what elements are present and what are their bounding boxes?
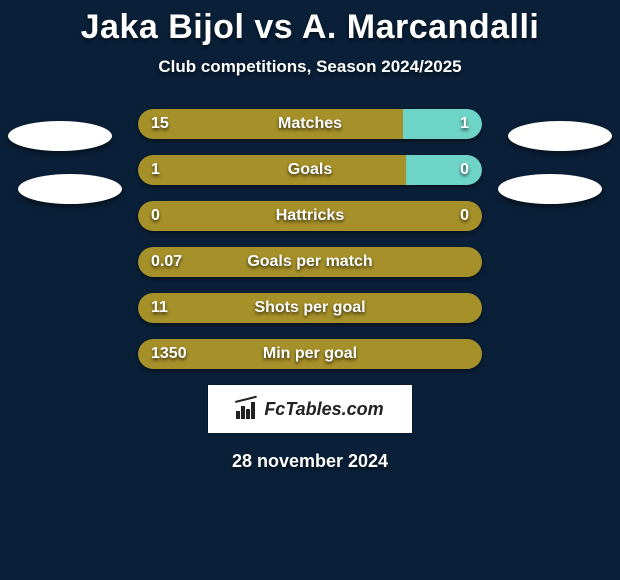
stat-row: 15Matches1 bbox=[138, 109, 482, 139]
page-date: 28 november 2024 bbox=[0, 451, 620, 472]
brand-badge: FcTables.com bbox=[208, 385, 412, 433]
avatar-placeholder bbox=[498, 174, 602, 204]
avatar-placeholder bbox=[18, 174, 122, 204]
stat-label: Goals per match bbox=[138, 247, 482, 277]
stat-row: 0.07Goals per match bbox=[138, 247, 482, 277]
avatar-placeholder bbox=[8, 121, 112, 151]
page-title: Jaka Bijol vs A. Marcandalli bbox=[0, 0, 620, 47]
stat-value-right: 1 bbox=[460, 109, 469, 139]
stat-label: Hattricks bbox=[138, 201, 482, 231]
avatar-placeholder bbox=[508, 121, 612, 151]
stat-label: Min per goal bbox=[138, 339, 482, 369]
stat-label: Matches bbox=[138, 109, 482, 139]
stats-container: 15Matches11Goals00Hattricks00.07Goals pe… bbox=[0, 109, 620, 369]
stat-label: Goals bbox=[138, 155, 482, 185]
chart-icon bbox=[236, 399, 260, 419]
stat-row: 1Goals0 bbox=[138, 155, 482, 185]
stat-label: Shots per goal bbox=[138, 293, 482, 323]
stat-row: 11Shots per goal bbox=[138, 293, 482, 323]
stat-row: 0Hattricks0 bbox=[138, 201, 482, 231]
page-subtitle: Club competitions, Season 2024/2025 bbox=[0, 57, 620, 77]
stat-row: 1350Min per goal bbox=[138, 339, 482, 369]
brand-text: FcTables.com bbox=[264, 399, 383, 420]
stat-value-right: 0 bbox=[460, 155, 469, 185]
stat-value-right: 0 bbox=[460, 201, 469, 231]
